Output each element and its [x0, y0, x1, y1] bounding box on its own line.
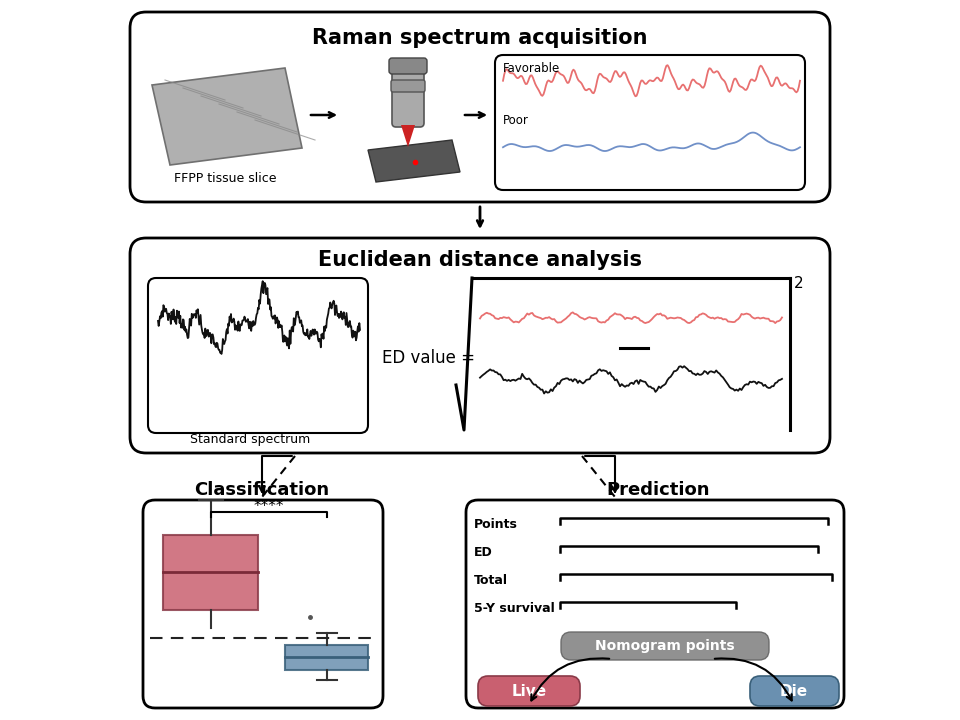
FancyBboxPatch shape — [495, 55, 805, 190]
Text: Favorable: Favorable — [503, 61, 561, 74]
Text: Live: Live — [512, 683, 546, 698]
FancyBboxPatch shape — [561, 632, 769, 660]
Text: ED value =: ED value = — [382, 349, 475, 367]
Text: Nomogram points: Nomogram points — [595, 639, 734, 653]
FancyBboxPatch shape — [148, 278, 368, 433]
Text: Euclidean distance analysis: Euclidean distance analysis — [318, 250, 642, 270]
Text: Standard spectrum: Standard spectrum — [190, 433, 310, 446]
FancyBboxPatch shape — [750, 676, 839, 706]
Text: Die: Die — [780, 683, 808, 698]
Text: Raman spectrum acquisition: Raman spectrum acquisition — [312, 28, 648, 48]
Polygon shape — [152, 68, 302, 165]
FancyBboxPatch shape — [130, 12, 830, 202]
Text: ****: **** — [253, 498, 284, 513]
FancyBboxPatch shape — [478, 676, 580, 706]
FancyBboxPatch shape — [143, 500, 383, 708]
Text: Prediction: Prediction — [607, 481, 709, 499]
Text: 5-Y survival: 5-Y survival — [474, 603, 555, 616]
Text: Total: Total — [474, 575, 508, 588]
Polygon shape — [368, 140, 460, 182]
FancyBboxPatch shape — [163, 535, 258, 610]
FancyBboxPatch shape — [389, 58, 427, 74]
Text: ED: ED — [474, 546, 492, 559]
FancyBboxPatch shape — [392, 68, 424, 127]
FancyBboxPatch shape — [466, 500, 844, 708]
Polygon shape — [401, 125, 415, 147]
Text: 2: 2 — [794, 276, 804, 292]
FancyBboxPatch shape — [130, 238, 830, 453]
FancyBboxPatch shape — [391, 80, 425, 92]
Text: FFPP tissue slice: FFPP tissue slice — [174, 171, 276, 184]
Text: Points: Points — [474, 518, 517, 531]
FancyBboxPatch shape — [285, 645, 368, 670]
Text: Poor: Poor — [503, 114, 529, 127]
Text: Classification: Classification — [195, 481, 329, 499]
